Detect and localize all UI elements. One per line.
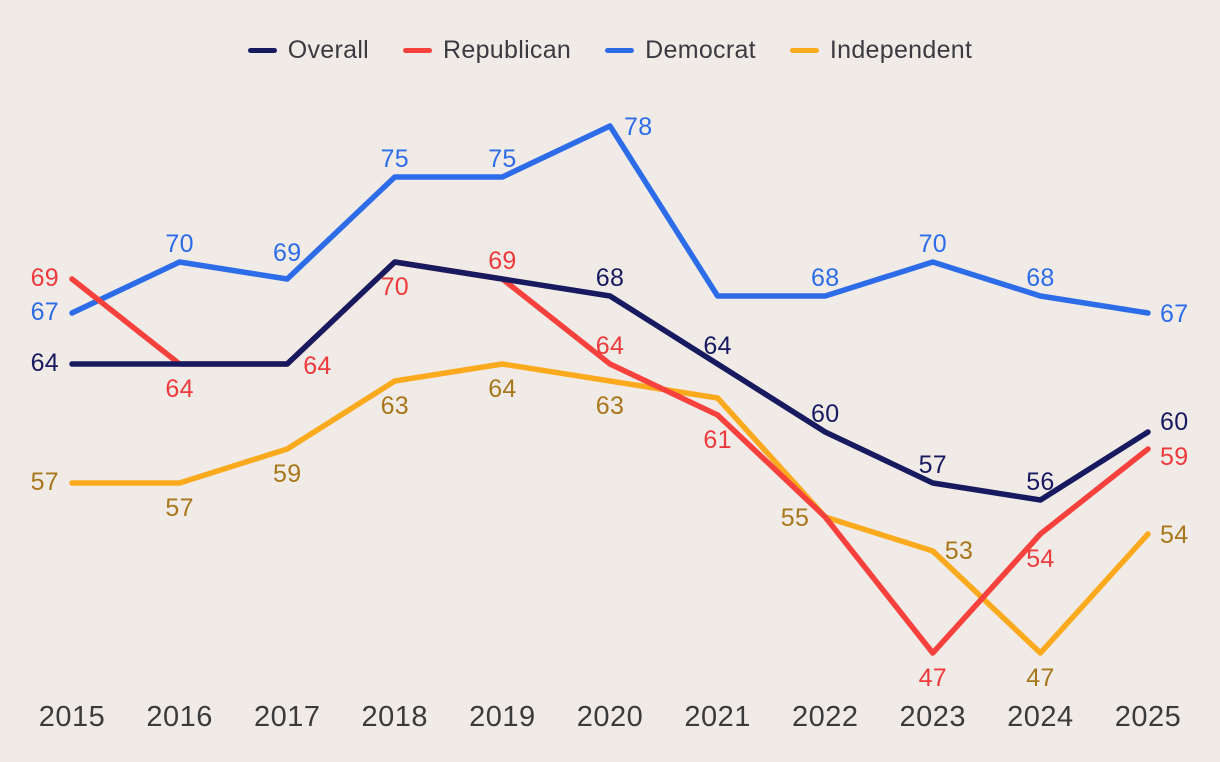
legend-label-democrat: Democrat — [645, 36, 756, 64]
value-label-overall-2024: 56 — [1026, 468, 1054, 496]
value-label-independent-2025: 54 — [1160, 521, 1188, 549]
legend-swatch-republican — [403, 47, 433, 54]
legend-swatch-independent — [789, 47, 819, 54]
value-label-democrat-2019: 75 — [488, 145, 516, 173]
legend-label-republican: Republican — [443, 36, 572, 64]
series-line-overall — [69, 259, 1151, 503]
value-label-overall-2022: 60 — [811, 400, 839, 428]
value-label-republican-2018: 70 — [381, 273, 409, 301]
value-label-independent-2024: 47 — [1026, 664, 1054, 692]
legend-item-independent: Independent — [789, 36, 973, 65]
x-axis-label-2024: 2024 — [1007, 701, 1074, 733]
value-label-independent-2023: 53 — [945, 537, 973, 565]
legend-item-democrat: Democrat — [605, 36, 756, 65]
value-label-republican-2024: 54 — [1026, 545, 1054, 573]
legend-swatch-overall — [247, 47, 277, 54]
series-line-democrat — [69, 123, 1151, 316]
value-label-republican-2015: 69 — [31, 264, 59, 292]
value-label-independent-2015: 57 — [31, 468, 59, 496]
value-label-independent-2018: 63 — [381, 392, 409, 420]
value-label-overall-2023: 57 — [919, 451, 947, 479]
value-label-republican-2019: 69 — [488, 247, 516, 275]
value-label-overall-2021: 64 — [703, 332, 731, 360]
x-axis-label-2021: 2021 — [684, 701, 751, 733]
series-line-independent — [69, 361, 1151, 656]
value-label-independent-2020: 63 — [596, 392, 624, 420]
x-axis-label-2019: 2019 — [469, 701, 536, 733]
value-label-democrat-2018: 75 — [381, 145, 409, 173]
value-label-republican-2017: 64 — [303, 352, 331, 380]
value-label-independent-2017: 59 — [273, 460, 301, 488]
value-label-republican-2016: 64 — [165, 375, 193, 403]
value-label-democrat-2023: 70 — [919, 230, 947, 258]
value-label-democrat-2015: 67 — [31, 298, 59, 326]
legend-label-independent: Independent — [829, 36, 973, 64]
value-label-republican-2025: 59 — [1160, 443, 1188, 471]
value-label-democrat-2022: 68 — [811, 264, 839, 292]
legend-item-overall: Overall — [247, 36, 370, 65]
x-axis-label-2016: 2016 — [146, 701, 213, 733]
x-axis-label-2022: 2022 — [792, 701, 859, 733]
x-axis-label-2018: 2018 — [362, 701, 429, 733]
legend-item-republican: Republican — [403, 36, 571, 65]
value-label-independent-2019: 64 — [488, 375, 516, 403]
value-label-democrat-2020: 78 — [624, 113, 652, 141]
x-axis-label-2023: 2023 — [900, 701, 967, 733]
x-axis-label-2017: 2017 — [254, 701, 321, 733]
value-label-republican-2021: 61 — [703, 426, 731, 454]
legend-label-overall: Overall — [287, 36, 370, 64]
value-label-independent-2022: 55 — [781, 504, 809, 532]
value-label-independent-2016: 57 — [165, 494, 193, 522]
x-axis-label-2015: 2015 — [39, 701, 106, 733]
legend: Overall Republican Democrat Independent — [0, 36, 1220, 65]
value-label-republican-2023: 47 — [919, 664, 947, 692]
value-label-overall-2020: 68 — [596, 264, 624, 292]
value-label-democrat-2017: 69 — [273, 239, 301, 267]
x-axis-label-2020: 2020 — [577, 701, 644, 733]
legend-swatch-democrat — [605, 47, 635, 54]
value-label-democrat-2016: 70 — [165, 230, 193, 258]
series-line-republican — [69, 259, 1151, 656]
value-label-democrat-2024: 68 — [1026, 264, 1054, 292]
value-label-overall-2015: 64 — [31, 349, 59, 377]
value-label-republican-2020: 64 — [596, 332, 624, 360]
x-axis-label-2025: 2025 — [1115, 701, 1182, 733]
value-label-democrat-2025: 67 — [1160, 300, 1188, 328]
value-label-overall-2025: 60 — [1160, 408, 1188, 436]
